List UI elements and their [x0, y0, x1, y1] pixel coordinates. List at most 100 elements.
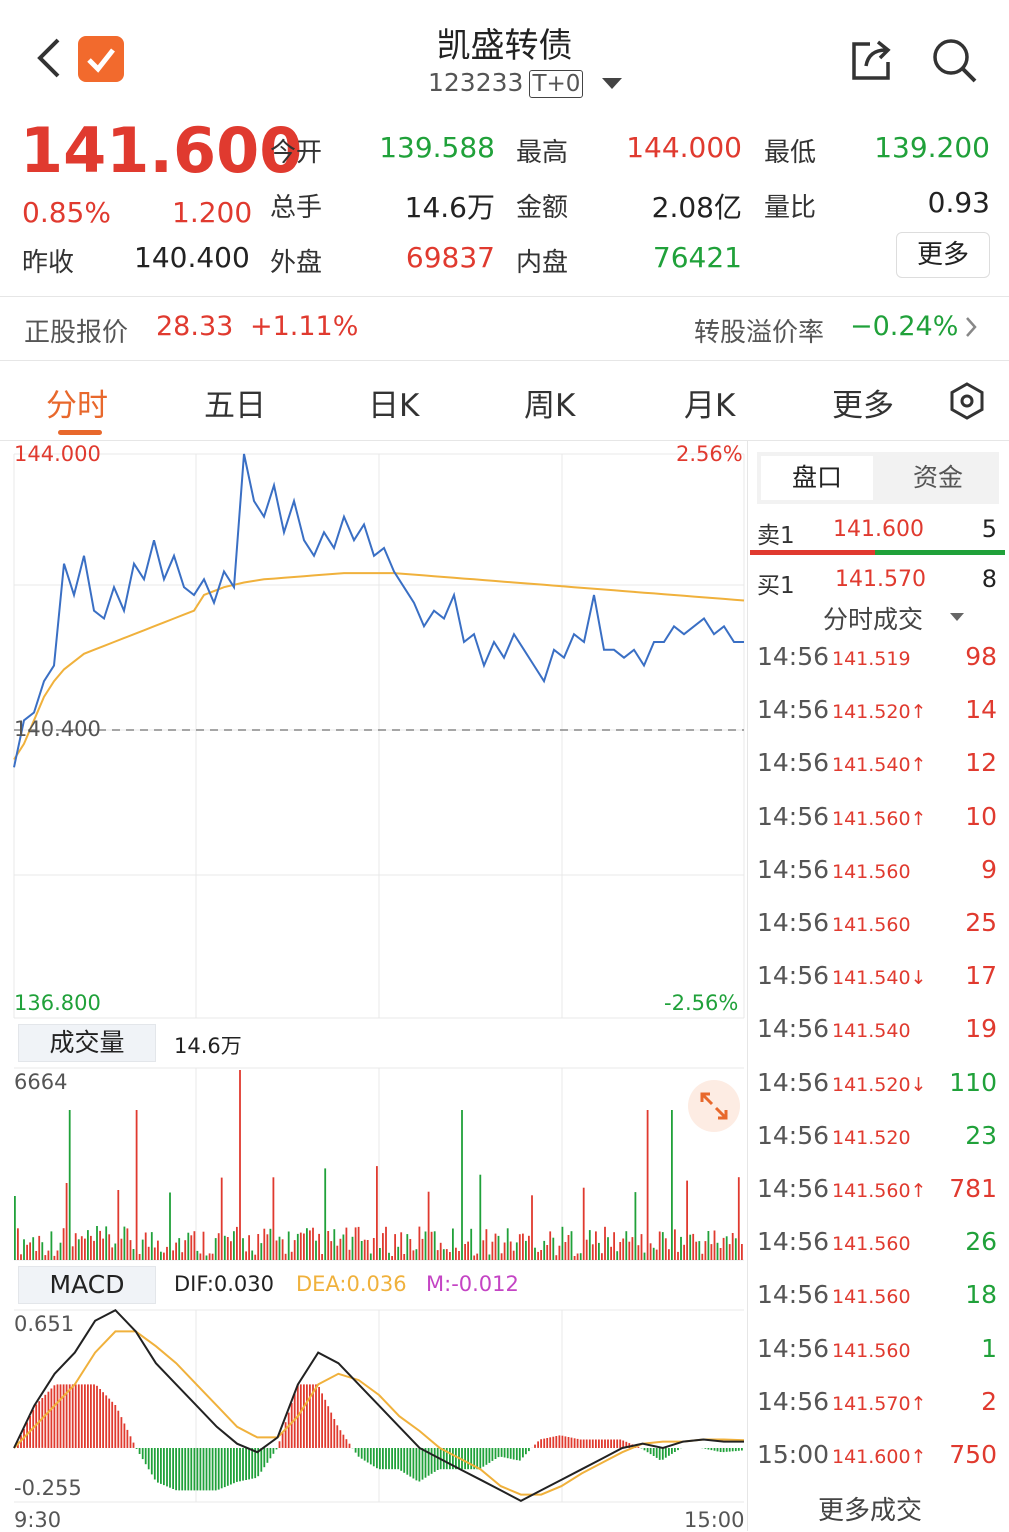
volume-bar: [464, 1244, 466, 1260]
volume-bar: [324, 1168, 326, 1260]
time-axis-end: 15:00: [684, 1508, 745, 1532]
macd-bar: [300, 1384, 302, 1448]
volume-bar: [315, 1241, 317, 1260]
more-trades-button[interactable]: 更多成交: [818, 1490, 922, 1527]
volume-bar: [44, 1255, 46, 1260]
volume-bar: [592, 1244, 594, 1260]
last-price: 141.600: [20, 114, 302, 187]
volume-bar: [72, 1246, 74, 1260]
macd-bar: [540, 1439, 542, 1448]
trade-time: 14:56: [757, 1121, 829, 1150]
volume-bar: [236, 1227, 238, 1260]
macd-bar: [619, 1440, 621, 1449]
volume-bar: [169, 1193, 171, 1261]
macd-bar: [54, 1385, 56, 1448]
tab-fund-flow[interactable]: 资金: [879, 452, 997, 504]
volume-bar: [659, 1232, 661, 1261]
trade-time: 14:56: [757, 1014, 829, 1043]
trade-time: 14:56: [757, 642, 829, 671]
macd-bar: [303, 1384, 305, 1448]
macd-bar: [604, 1440, 606, 1449]
macd-indicator-label[interactable]: MACD: [18, 1266, 156, 1304]
macd-bar: [48, 1392, 50, 1448]
volume-bar: [546, 1245, 548, 1260]
code-text: 123233: [428, 68, 523, 97]
volume-bar: [23, 1239, 25, 1260]
trade-price: 141.560: [832, 1286, 911, 1308]
more-quote-button[interactable]: 更多: [896, 232, 990, 278]
macd-bar: [245, 1448, 247, 1480]
macd-bar: [212, 1448, 214, 1490]
tab-five-day[interactable]: 五日: [204, 380, 266, 425]
macd-bar: [565, 1436, 567, 1448]
volume-bar: [522, 1234, 524, 1260]
macd-bar: [534, 1445, 536, 1448]
trade-volume: 18: [965, 1280, 997, 1309]
share-icon[interactable]: [848, 38, 894, 82]
volume-bar: [413, 1250, 415, 1260]
volume-bar: [248, 1235, 250, 1260]
volume-bar: [571, 1231, 573, 1260]
volume-bar: [330, 1241, 332, 1260]
macd-bar: [732, 1448, 734, 1451]
trade-price: 141.560↑: [832, 1180, 927, 1202]
macd-bar: [729, 1448, 731, 1452]
volume-value: 14.6万: [350, 186, 495, 226]
volume-bar: [720, 1248, 722, 1260]
tab-monthly-k[interactable]: 月K: [684, 380, 735, 425]
macd-bar: [69, 1384, 71, 1448]
volume-bar: [461, 1110, 463, 1260]
tab-order-book[interactable]: 盘口: [761, 456, 873, 500]
tab-more[interactable]: 更多: [832, 380, 894, 425]
volume-bar: [504, 1243, 506, 1261]
volume-bar: [78, 1239, 80, 1260]
volume-bar: [288, 1232, 290, 1261]
search-icon[interactable]: [930, 36, 978, 84]
volume-bar: [406, 1234, 408, 1260]
dropdown-arrow-icon[interactable]: [600, 76, 624, 92]
intraday-chart[interactable]: [0, 440, 748, 1531]
volume-bar: [154, 1248, 156, 1261]
tab-weekly-k[interactable]: 周K: [524, 380, 575, 425]
macd-bar: [166, 1448, 168, 1486]
trades-header[interactable]: 分时成交: [757, 600, 1003, 636]
settings-hex-icon[interactable]: [948, 382, 986, 420]
stock-quote-row[interactable]: 正股报价 28.33 +1.11% 转股溢价率 −0.24%: [0, 297, 1009, 359]
trade-volume: 98: [965, 642, 997, 671]
high-value: 144.000: [596, 131, 742, 164]
macd-bar: [157, 1448, 159, 1483]
volume-bar: [90, 1236, 92, 1260]
volume-bar: [403, 1254, 405, 1260]
trade-time: 14:56: [757, 961, 829, 990]
macd-bar: [647, 1448, 649, 1452]
macd-bar: [449, 1448, 451, 1469]
tab-intraday[interactable]: 分时: [46, 380, 108, 425]
volume-bar: [367, 1240, 369, 1260]
macd-bar: [203, 1448, 205, 1490]
macd-bar: [72, 1384, 74, 1448]
amount-label: 金额: [516, 187, 568, 224]
volume-bar: [29, 1242, 31, 1260]
expand-icon[interactable]: [688, 1080, 740, 1132]
macd-bar: [318, 1387, 320, 1448]
macd-bar: [498, 1448, 500, 1457]
trade-volume: 110: [949, 1068, 997, 1097]
volume-bar: [495, 1234, 497, 1260]
volume-bar: [14, 1196, 16, 1260]
macd-bar: [671, 1448, 673, 1454]
volume-bar: [467, 1242, 469, 1260]
macd-bar: [595, 1440, 597, 1449]
volume-bar: [674, 1229, 676, 1260]
trade-time: 14:56: [757, 802, 829, 831]
macd-bar: [589, 1440, 591, 1449]
volume-bar: [181, 1252, 183, 1260]
volume-bar: [385, 1227, 387, 1260]
volume-bar: [20, 1254, 22, 1260]
tab-daily-k[interactable]: 日K: [368, 380, 419, 425]
macd-bar: [674, 1448, 676, 1452]
volume-indicator-label[interactable]: 成交量: [18, 1024, 156, 1062]
